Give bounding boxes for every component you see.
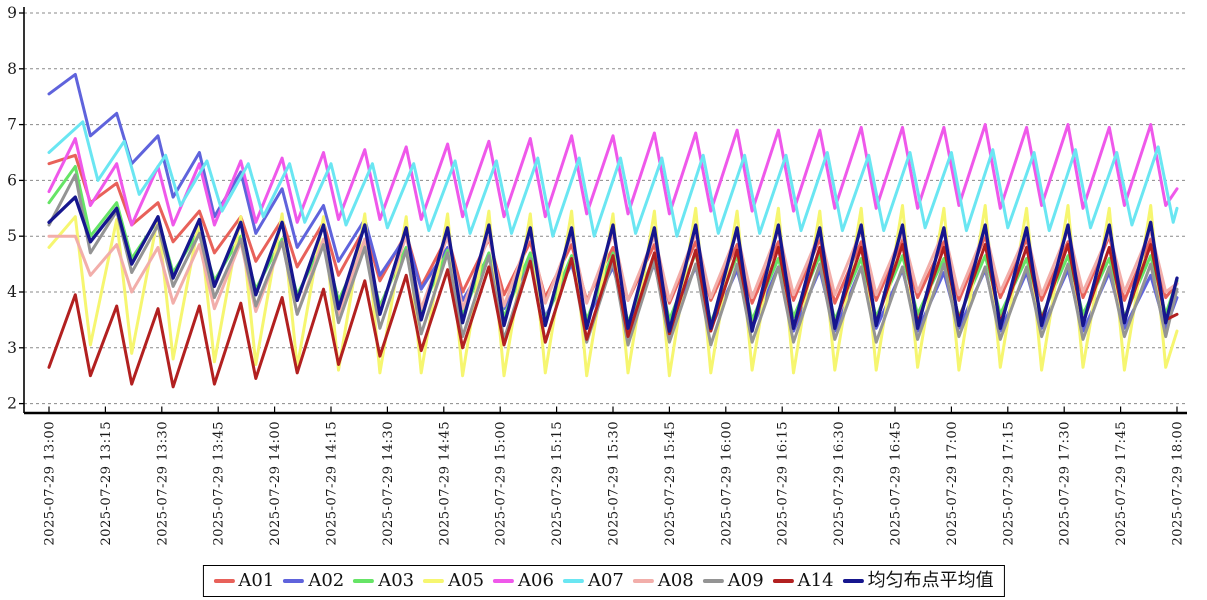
series-lines (47, 72, 1179, 389)
x-axis-labels: 2025-07-29 13:00 2025-07-29 13:15 2025-07-… (43, 421, 1186, 546)
x-tick-label: 2025-07-29 17:45 (1114, 421, 1129, 546)
x-tick-label: 2025-07-29 15:45 (663, 421, 678, 546)
legend-label: A07 (587, 570, 624, 591)
legend-item-A08: A08 (632, 570, 694, 591)
legend-swatch-A07 (562, 579, 584, 583)
legend-item-A06: A06 (493, 572, 554, 590)
y-axis-labels: 2 3 4 5 6 7 8 9 (7, 4, 17, 413)
x-tick-label: 2025-07-29 14:00 (268, 421, 283, 546)
series-line-均匀布点平均值 (47, 195, 1179, 333)
legend-label: A03 (378, 570, 415, 591)
axes (19, 7, 1187, 415)
x-tick-label: 2025-07-29 17:00 (945, 421, 960, 546)
y-tick-label: 3 (7, 339, 17, 357)
legend-swatch-A08 (632, 579, 654, 583)
legend-swatch-A01 (213, 579, 235, 583)
legend-swatch-均匀布点平均值 (842, 579, 864, 583)
legend-label: A08 (657, 570, 694, 591)
legend-item-A14: A14 (772, 570, 834, 591)
x-tick-label: 2025-07-29 18:00 (1171, 421, 1186, 546)
legend-label: A01 (238, 570, 275, 591)
y-tick-label: 9 (7, 4, 17, 22)
legend-swatch-A14 (772, 579, 794, 583)
x-tick-label: 2025-07-29 15:15 (550, 421, 565, 546)
legend-swatch-A02 (283, 579, 305, 583)
legend-item-A05: A05 (423, 572, 484, 590)
legend-item-A01: A01 (213, 572, 274, 590)
x-tick-label: 2025-07-29 14:45 (437, 421, 452, 546)
chart-legend: A01 A02 A03 A05 A06 A07 A08 A09 A14 均匀布点平均值 (202, 565, 1005, 597)
y-tick-label: 2 (7, 395, 17, 413)
legend-label: A06 (518, 570, 554, 591)
x-tick-label: 2025-07-29 17:15 (1001, 421, 1016, 546)
y-tick-label: 5 (7, 227, 17, 245)
x-tick-label: 2025-07-29 13:45 (212, 421, 227, 546)
legend-swatch-A05 (423, 579, 445, 583)
y-tick-label: 7 (7, 116, 17, 134)
x-tick-label: 2025-07-29 14:30 (381, 421, 396, 546)
legend-item-均匀布点平均值: 均匀布点平均值 (842, 570, 994, 591)
x-tick-label: 2025-07-29 13:00 (43, 421, 58, 546)
legend-item-A09: A09 (702, 570, 764, 591)
x-tick-label: 2025-07-29 13:30 (155, 421, 170, 546)
legend-item-A07: A07 (562, 570, 624, 591)
x-tick-label: 2025-07-29 15:30 (607, 421, 622, 546)
legend-item-A02: A02 (283, 572, 344, 590)
x-tick-label: 2025-07-29 15:00 (494, 421, 509, 546)
x-tick-label: 2025-07-29 16:00 (719, 421, 734, 546)
legend-item-A03: A03 (353, 572, 414, 590)
y-tick-label: 8 (7, 60, 17, 78)
legend-swatch-A06 (493, 579, 515, 583)
series-line-A07 (47, 120, 1179, 238)
x-tick-label: 2025-07-29 16:30 (832, 421, 847, 546)
x-tick-label: 2025-07-29 17:30 (1058, 421, 1073, 546)
legend-label: A09 (727, 570, 764, 591)
legend-swatch-A09 (702, 579, 724, 583)
x-tick-label: 2025-07-29 16:15 (776, 421, 791, 546)
y-tick-label: 6 (7, 171, 17, 189)
x-tick-label: 2025-07-29 14:15 (325, 421, 340, 546)
x-tick-label: 2025-07-29 16:45 (889, 421, 904, 546)
legend-label: A02 (308, 570, 345, 591)
x-tick-label: 2025-07-29 13:15 (99, 421, 114, 546)
gridlines (24, 12, 1187, 405)
y-tick-label: 4 (7, 283, 17, 301)
legend-swatch-A03 (353, 579, 375, 583)
legend-label: A14 (797, 570, 834, 591)
legend-label: 均匀布点平均值 (867, 570, 994, 591)
legend-label: A05 (448, 570, 485, 591)
